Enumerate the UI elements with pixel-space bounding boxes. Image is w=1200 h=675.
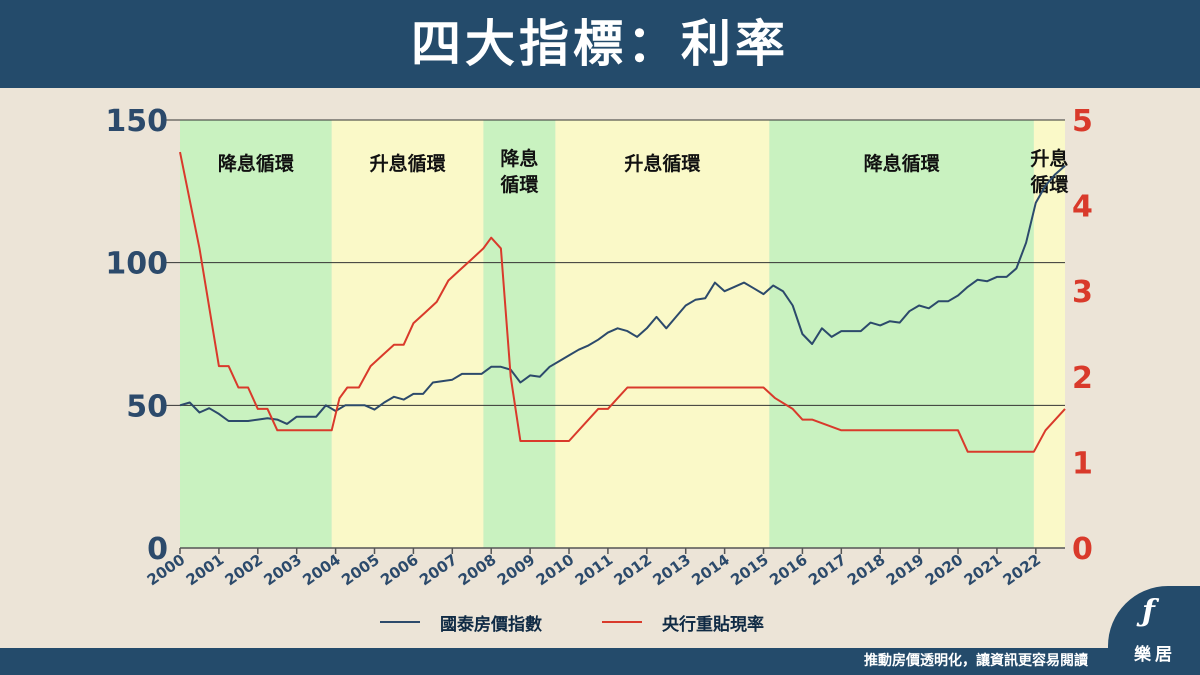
legend-swatch-house-index [380,621,420,623]
x-tick-label: 2007 [416,551,461,590]
cycle-region-hike [1033,120,1065,548]
cycle-region-label: 降息循環 [218,152,295,175]
x-tick-label: 2017 [805,551,850,590]
legend-swatch-discount-rate [602,621,642,623]
chart-legend: 國泰房價指數 央行重貼現率 [380,610,764,635]
legend-label-discount-rate: 央行重貼現率 [662,614,764,635]
footer-slogan: 推動房價透明化，讓資訊更容易閱讀 [864,653,1088,669]
legend-item-discount-rate: 央行重貼現率 [602,610,764,635]
x-tick-label: 2008 [455,551,500,590]
chart: 降息循環 升息循環 降息循環 升息循環 降息循環 升息循環 0 50 100 150 0 1 2 3 4 5 2… [105,104,1093,590]
cycle-region-label: 升息循環 [624,152,701,175]
x-tick-label: 2018 [844,551,889,590]
y-right-tick-label: 4 [1072,190,1093,225]
x-tick-label: 2013 [649,551,694,590]
series-line-discount-rate [179,151,1066,453]
series-line-house-index [179,164,1066,425]
y-left-tick-label: 100 [105,247,168,282]
y-right-tick-label: 0 [1072,532,1093,567]
header-bar: 四大指標：利率 [0,0,1200,88]
cycle-region-label: 升息循環 [1030,147,1069,196]
x-tick-label: 2019 [883,551,928,590]
y-left-tick-label: 0 [147,532,168,567]
cycle-region-hike [555,120,770,548]
cycle-region-label: 降息循環 [500,147,539,196]
x-tick-label: 2005 [338,551,383,590]
x-tick-label: 2011 [572,551,617,590]
x-tick-label: 2016 [766,551,811,590]
x-tick-label: 2012 [611,551,656,590]
y-right-tick-label: 3 [1072,275,1093,310]
x-tick-label: 2015 [727,551,772,590]
x-tick-label: 2014 [688,551,733,590]
x-tick-label: 2021 [961,551,1006,590]
cycle-region-cut [769,120,1034,548]
x-tick-label: 2022 [1000,551,1045,590]
cycle-region-cut [180,120,332,548]
cycle-region-cut [483,120,556,548]
x-tick-label: 2020 [922,551,967,590]
x-tick-label: 2002 [222,551,267,590]
legend-label-house-index: 國泰房價指數 [440,614,542,635]
logo-text: 樂居 [1134,645,1176,665]
y-left-tick-label: 150 [105,104,168,139]
footer-bar: 推動房價透明化，讓資訊更容易閱讀 [0,648,1200,675]
y-right-tick-label: 5 [1072,104,1093,139]
x-tick-label: 2004 [299,551,344,590]
y-right-tick-label: 1 [1072,446,1093,481]
legend-item-house-index: 國泰房價指數 [380,610,542,635]
page-title: 四大指標：利率 [411,15,789,73]
x-tick-label: 2001 [183,551,228,590]
x-tick-label: 2010 [533,551,578,590]
y-left-tick-label: 50 [126,389,168,424]
cycle-region-label: 降息循環 [864,152,941,175]
x-tick-label: 2003 [260,551,305,590]
x-tick-label: 2009 [494,551,539,590]
cycle-region-label: 升息循環 [370,152,447,175]
y-right-tick-label: 2 [1072,361,1093,396]
x-tick-label: 2006 [377,551,422,590]
logo-mark-icon: ƒ [1142,594,1155,629]
